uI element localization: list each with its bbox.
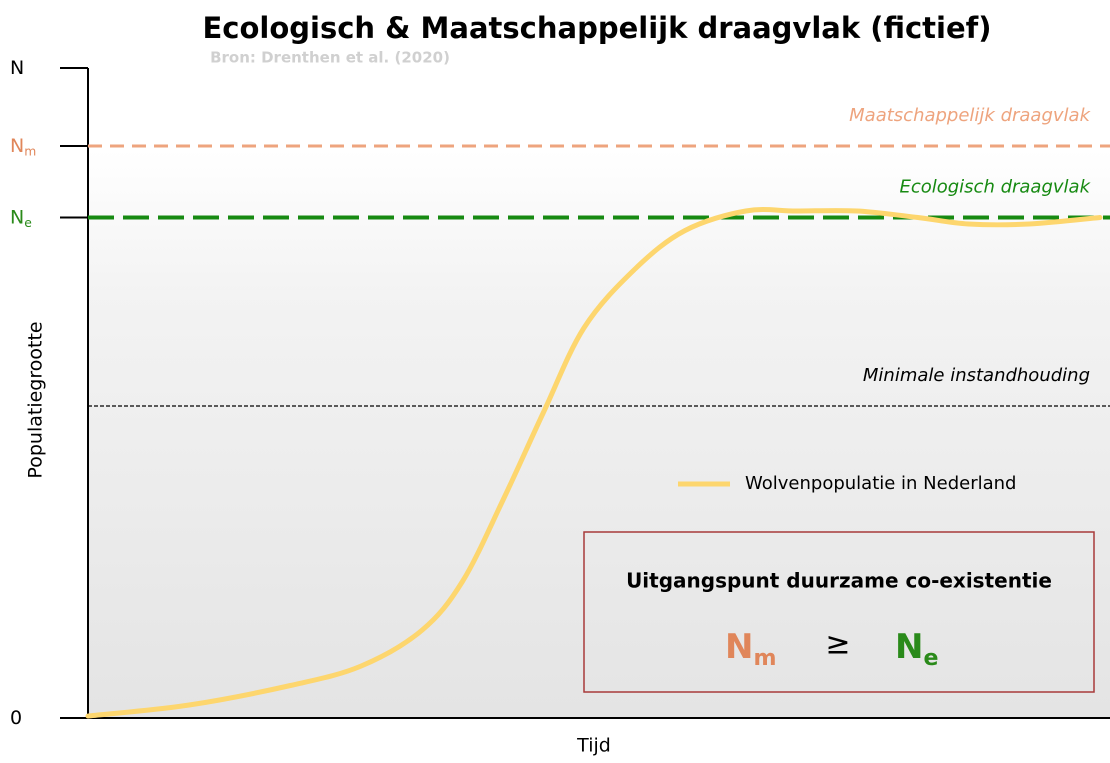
info-box-title: Uitgangspunt duurzame co-existentie [626, 569, 1052, 593]
reference-label: Maatschappelijk draagvlak [849, 105, 1091, 126]
y-tick-label: 0 [10, 707, 22, 729]
legend-label: Wolvenpopulatie in Nederland [745, 473, 1017, 494]
chart-title: Ecologisch & Maatschappelijk draagvlak (… [202, 11, 991, 45]
reference-label: Ecologisch draagvlak [899, 177, 1091, 198]
y-tick-label-main: N [10, 57, 24, 79]
y-tick-label-sub: e [24, 216, 32, 230]
background [88, 150, 1110, 718]
formula-left-main: N [725, 627, 753, 667]
y-tick-label-main: N [10, 206, 24, 228]
reference-label: Minimale instandhouding [863, 365, 1090, 386]
y-axis-label: Populatiegrootte [25, 321, 47, 478]
y-tick-label: Ne [10, 206, 32, 230]
chart: Ecologisch & Maatschappelijk draagvlak (… [0, 0, 1110, 763]
chart-subtitle: Bron: Drenthen et al. (2020) [210, 49, 450, 67]
x-axis-label: Tijd [576, 735, 611, 757]
y-tick-label: N [10, 57, 24, 79]
formula-operator: ≥ [825, 627, 850, 662]
y-tick-label-main: 0 [10, 707, 22, 729]
y-tick-label-main: N [10, 135, 24, 157]
formula-right-main: N [895, 627, 923, 667]
formula-left-sub: m [753, 645, 776, 671]
y-tick-label-sub: m [24, 144, 36, 158]
formula-right-sub: e [923, 645, 938, 671]
y-tick-label: Nm [10, 135, 36, 159]
